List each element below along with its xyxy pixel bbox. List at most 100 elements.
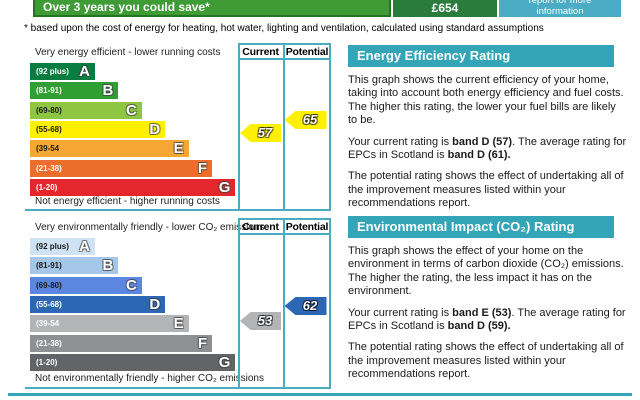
band-range-label: (81-91) (36, 261, 62, 271)
rating-table-vline-1 (238, 218, 240, 387)
band-range-label: (21-38) (36, 338, 62, 348)
text-run: . The average rating for EPCs in Scotlan… (348, 306, 626, 333)
band-range-label: (92 plus) (36, 242, 69, 251)
text-run: band D (59). (447, 320, 511, 333)
band-row-g: (1-20) G (30, 353, 236, 371)
potential-rating-arrow: 62 (284, 297, 327, 315)
band-letter: D (149, 120, 161, 138)
band-range-label: (1-20) (36, 357, 58, 367)
band-row-e: (39-54 E (30, 140, 189, 158)
band-letter: E (173, 315, 184, 333)
text-run: Your current rating is (348, 306, 453, 319)
band-row-a: (92 plus) A (30, 63, 95, 80)
savings-amount-cell: £654 (393, 0, 497, 17)
band-letter: G (218, 178, 231, 196)
band-range-label: (55-68) (36, 299, 62, 309)
savings-bar: Over 3 years you could save* (33, 0, 391, 17)
band-range-label: (39-54 (36, 319, 60, 329)
environmental-impact-description: This graph shows the effect of your home… (348, 245, 628, 390)
column-header-potential: Potential (285, 221, 329, 233)
bottom-scale-label: Not energy efficient - higher running co… (35, 196, 220, 207)
band-range-label: (81-91) (36, 86, 62, 96)
band-letter: D (149, 295, 161, 313)
band-letter: A (79, 63, 90, 80)
current-rating-arrow: 53 (240, 312, 281, 330)
potential-rating-value: 62 (302, 298, 318, 313)
rating-table-bottom-line (25, 387, 331, 389)
energy-efficiency-header: Energy Efficiency Rating (348, 45, 614, 67)
band-row-c: (69-80) C (30, 276, 142, 294)
band-letter: E (173, 140, 184, 158)
column-header-current: Current (242, 221, 279, 233)
energy-efficiency-description: This graph shows the current efficiency … (348, 74, 628, 219)
band-range-label: (69-80) (36, 105, 62, 115)
rating-table-vline-3 (329, 43, 331, 209)
rating-description-paragraph: This graph shows the effect of your home… (348, 245, 628, 299)
text-run: The potential rating shows the effect of… (348, 341, 624, 381)
band-range-label: (39-54 (36, 144, 60, 154)
text-run: This graph shows the effect of your home… (348, 245, 624, 298)
rating-table-top-line (238, 43, 331, 45)
rating-description-paragraph: Your current rating is band D (57). The … (348, 136, 628, 163)
current-rating-value: 53 (257, 313, 273, 328)
band-letter: G (218, 353, 231, 371)
top-scale-label: Very environmentally friendly - lower CO… (35, 222, 265, 233)
rating-description-paragraph: This graph shows the current efficiency … (348, 74, 628, 128)
rating-description-paragraph: Your current rating is band E (53). The … (348, 307, 628, 334)
band-row-g: (1-20) G (30, 178, 236, 196)
band-range-label: (1-20) (36, 182, 58, 192)
column-header-current: Current (242, 46, 279, 58)
band-letter: B (102, 257, 114, 275)
band-range-label: (55-68) (36, 124, 62, 134)
band-letter: F (197, 159, 207, 177)
rating-description-paragraph: The potential rating shows the effect of… (348, 341, 628, 381)
band-row-b: (81-91) B (30, 257, 119, 275)
rating-table-header-underline (238, 233, 331, 235)
current-rating-arrow: 57 (240, 124, 281, 142)
bottom-divider-rule (8, 393, 632, 396)
band-letter: B (102, 82, 114, 100)
text-run: This graph shows the current efficiency … (348, 74, 624, 127)
band-letter: C (125, 276, 137, 294)
band-row-a: (92 plus) A (30, 238, 95, 255)
text-run: The potential rating shows the effect of… (348, 170, 624, 210)
text-run: band D (57) (452, 135, 513, 148)
band-row-d: (55-68) D (30, 295, 166, 313)
info-box-line-1: report for more (528, 0, 592, 6)
band-row-e: (39-54 E (30, 315, 189, 333)
band-row-f: (21-38) F (30, 334, 212, 352)
footnote: * based upon the cost of energy for heat… (24, 23, 544, 34)
band-range-label: (92 plus) (36, 67, 69, 76)
band-letter: C (125, 101, 137, 119)
rating-table-vline-3 (329, 218, 331, 387)
rating-table-vline-2 (283, 218, 285, 387)
band-range-label: (69-80) (36, 280, 62, 290)
info-box: report for more information (499, 0, 621, 17)
rating-table-vline-1 (238, 43, 240, 209)
text-run: band D (61). (447, 149, 511, 162)
band-row-b: (81-91) B (30, 82, 119, 100)
info-box-line-2: information (536, 6, 584, 17)
band-row-f: (21-38) F (30, 159, 212, 177)
savings-label: Over 3 years you could save* (43, 0, 210, 14)
savings-amount: £654 (431, 1, 459, 15)
rating-table-bottom-line (25, 209, 331, 211)
column-header-potential: Potential (285, 46, 329, 58)
bottom-scale-label: Not environmentally friendly - higher CO… (35, 373, 264, 384)
text-run: . The average rating for EPCs in Scotlan… (348, 135, 627, 162)
top-scale-label: Very energy efficient - lower running co… (35, 47, 221, 58)
rating-description-paragraph: The potential rating shows the effect of… (348, 170, 628, 210)
band-row-d: (55-68) D (30, 120, 166, 138)
current-rating-value: 57 (257, 125, 273, 140)
band-range-label: (21-38) (36, 163, 62, 173)
rating-table-top-line (238, 218, 331, 220)
rating-table-header-underline (238, 58, 331, 60)
potential-rating-arrow: 65 (284, 111, 327, 129)
environmental-impact-header: Environmental Impact (CO₂) Rating (348, 216, 614, 238)
text-run: Your current rating is (348, 135, 453, 148)
text-run: band E (53) (452, 306, 512, 319)
rating-table-vline-2 (283, 43, 285, 209)
band-row-c: (69-80) C (30, 101, 142, 119)
band-letter: A (79, 238, 90, 255)
potential-rating-value: 65 (302, 112, 318, 127)
